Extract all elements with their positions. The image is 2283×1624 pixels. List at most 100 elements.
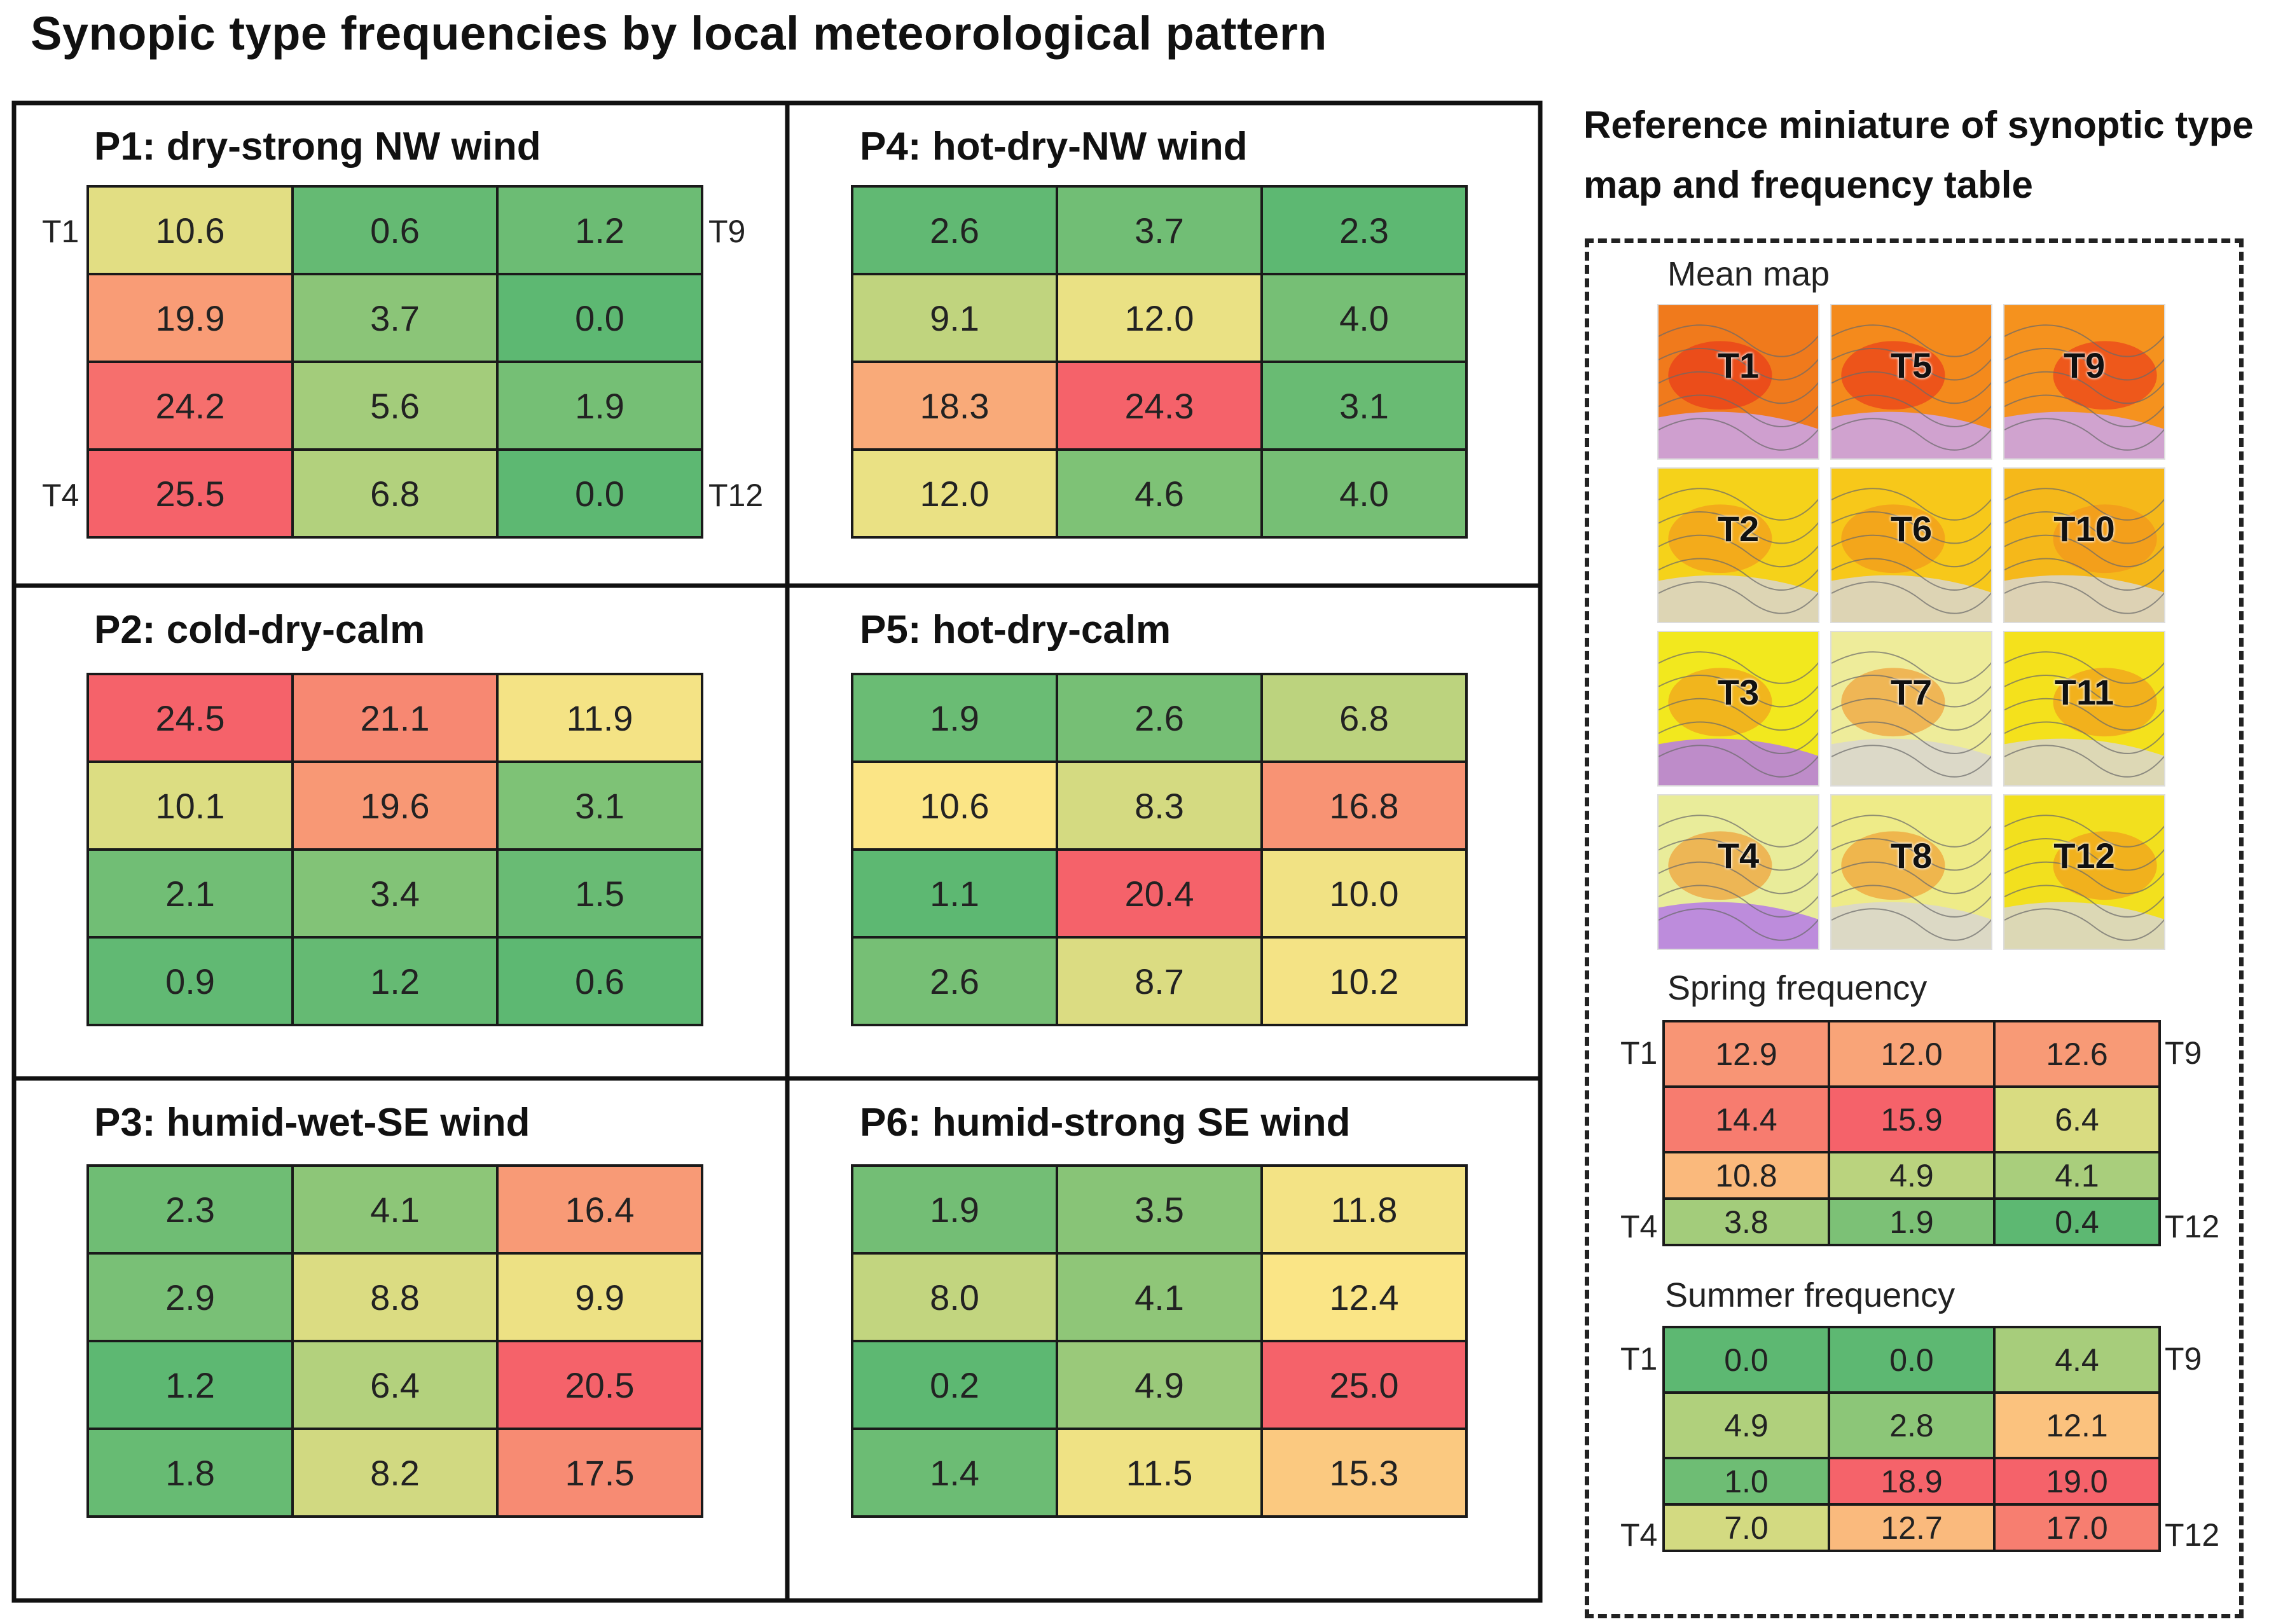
heatmap-cell: 10.0: [1260, 848, 1468, 939]
heatmap-cell: 2.1: [86, 848, 294, 939]
heatmap-cell: 21.1: [291, 673, 499, 763]
p1-corner-label-t12: T12: [708, 478, 764, 513]
heatmap-cell: 4.1: [1993, 1151, 2161, 1200]
mini-map-contour-line: [1659, 394, 1818, 427]
heatmap-row: 2.6 3.7 2.3: [851, 185, 1468, 275]
mini-map-t2: T2: [1657, 467, 1819, 623]
mini-map-contour-line: [1659, 511, 1818, 544]
heatmap-cell: 2.6: [851, 936, 1058, 1026]
panel-title-p3: P3: humid-wet-SE wind: [94, 1101, 530, 1145]
mini-map-contour-line: [2004, 745, 2164, 778]
mini-map-contour-line: [1659, 371, 1818, 404]
reference-box: [1585, 238, 2244, 1618]
heatmap-cell: 10.2: [1260, 936, 1468, 1026]
mini-map-low-band: [1659, 738, 1818, 785]
heatmap-cell: 4.1: [1056, 1252, 1263, 1342]
reference-title-line2: map and frequency table: [1583, 163, 2033, 206]
mini-map-low-band: [2004, 575, 2164, 622]
heatmap-cell: 5.6: [291, 361, 499, 451]
heatmap-cell: 12.4: [1260, 1252, 1468, 1342]
mini-map-t6: T6: [1830, 467, 1992, 623]
heatmap-cell: 10.6: [851, 760, 1058, 851]
heatmap-cell: 1.1: [851, 848, 1058, 939]
heatmap-row: 1.1 20.4 10.0: [851, 848, 1468, 939]
mini-map-contour-line: [1831, 324, 1991, 357]
heatmap-cell: 16.4: [496, 1164, 703, 1255]
mini-map-label: T8: [1890, 836, 1933, 876]
heatmap-cell: 19.0: [1993, 1457, 2161, 1506]
heatmap-row: 0.2 4.9 25.0: [851, 1340, 1468, 1430]
mini-map-contour-line: [2004, 558, 2164, 591]
mini-map-contour-line: [1659, 815, 1818, 848]
mini-map-contour-line: [1831, 861, 1991, 895]
heatmap-row: 1.9 3.5 11.8: [851, 1164, 1468, 1255]
mini-map-contour-line: [2004, 581, 2164, 614]
reference-title-line1: Reference miniature of synoptic type: [1583, 104, 2254, 146]
heatmap-cell: 25.0: [1260, 1340, 1468, 1430]
mini-map-contour-line: [1659, 861, 1818, 895]
mini-map-contour-line: [2004, 815, 2164, 848]
heatmap-row: 1.0 18.9 19.0: [1662, 1457, 2161, 1506]
heatmap-cell: 11.8: [1260, 1164, 1468, 1255]
panel-title-p4: P4: hot-dry-NW wind: [860, 125, 1248, 169]
mean-map-label: Mean map: [1667, 255, 1830, 293]
summer-corner-label-t12: T12: [2165, 1517, 2220, 1553]
heatmap-p2: 24.5 21.1 11.9 10.1 19.6 3.1 2.1 3.4 1.5 0.9 1.2 0.…: [86, 673, 703, 1026]
heatmap-row: 14.4 15.9 6.4: [1662, 1085, 2161, 1153]
mini-map-contour-line: [1831, 347, 1991, 381]
p1-corner-label-t1: T1: [42, 214, 79, 249]
mini-map-contour-line: [1659, 324, 1818, 357]
heatmap-cell: 10.1: [86, 760, 294, 851]
panel-grid-outer: [11, 100, 1543, 1603]
mini-map-t1: T1: [1657, 304, 1819, 460]
heatmap-cell: 14.4: [1662, 1085, 1830, 1153]
heatmap-cell: 9.9: [496, 1252, 703, 1342]
heatmap-cell: 0.0: [496, 273, 703, 363]
heatmap-row: 19.9 3.7 0.0: [86, 273, 703, 363]
mini-map-low-band: [1831, 575, 1991, 622]
heatmap-cell: 17.0: [1993, 1503, 2161, 1552]
heatmap-cell: 0.2: [851, 1340, 1058, 1430]
heatmap-cell: 3.7: [291, 273, 499, 363]
heatmap-cell: 1.5: [496, 848, 703, 939]
mini-map-label: T3: [1717, 672, 1760, 712]
heatmap-cell: 0.0: [1662, 1326, 1830, 1394]
heatmap-cell: 1.8: [86, 1428, 294, 1518]
spring-corner-label-t9: T9: [2165, 1035, 2202, 1071]
mini-map-contours: [1659, 632, 1818, 785]
spring-label: Spring frequency: [1667, 969, 1928, 1007]
mini-map-contour-line: [2004, 418, 2164, 451]
reference-title: Reference miniature of synoptic type map…: [1583, 95, 2277, 215]
spring-corner-label-t4: T4: [1620, 1209, 1658, 1244]
mini-map-label: T10: [2053, 509, 2115, 549]
heatmap-cell: 8.0: [851, 1252, 1058, 1342]
mini-map-label: T11: [2054, 672, 2114, 712]
mini-map-contour-line: [1659, 651, 1818, 684]
mini-map-label: T4: [1717, 836, 1760, 876]
mini-map-label: T7: [1890, 672, 1933, 712]
heatmap-cell: 25.5: [86, 448, 294, 539]
heatmap-cell: 9.1: [851, 273, 1058, 363]
mini-map-label: T9: [2063, 345, 2106, 385]
mini-map-contour-line: [1659, 745, 1818, 778]
mini-map-contours: [2004, 305, 2164, 458]
heatmap-row: 7.0 12.7 17.0: [1662, 1503, 2161, 1552]
mini-map-contour-line: [1659, 908, 1818, 941]
heatmap-row: 10.1 19.6 3.1: [86, 760, 703, 851]
heatmap-cell: 12.0: [1828, 1020, 1996, 1088]
heatmap-row: 4.9 2.8 12.1: [1662, 1391, 2161, 1459]
heatmap-cell: 0.0: [1828, 1326, 1996, 1394]
heatmap-cell: 0.9: [86, 936, 294, 1026]
heatmap-cell: 1.2: [496, 185, 703, 275]
panel-title-p2: P2: cold-dry-calm: [94, 608, 425, 652]
heatmap-cell: 19.6: [291, 760, 499, 851]
mini-map-contour-line: [1831, 651, 1991, 684]
heatmap-cell: 1.2: [86, 1340, 294, 1430]
mini-map-t9: T9: [2003, 304, 2165, 460]
mini-map-warm-core: [2053, 341, 2157, 410]
heatmap-cell: 10.8: [1662, 1151, 1830, 1200]
heatmap-row: 18.3 24.3 3.1: [851, 361, 1468, 451]
heatmap-cell: 17.5: [496, 1428, 703, 1518]
heatmap-row: 2.3 4.1 16.4: [86, 1164, 703, 1255]
